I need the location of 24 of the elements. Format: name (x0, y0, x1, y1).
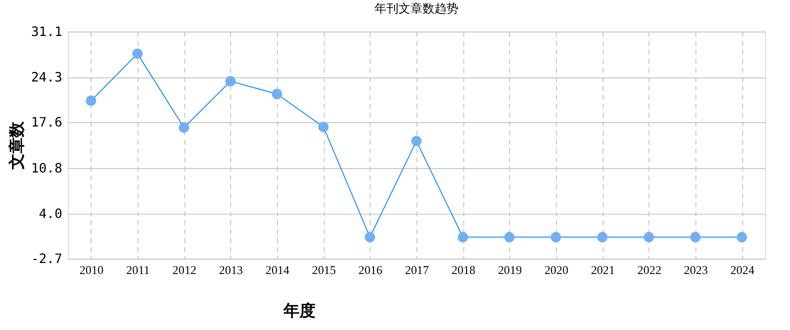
x-tick-label: 2011 (126, 263, 150, 278)
x-tick-label: 2013 (219, 263, 243, 278)
x-tick-label: 2024 (730, 263, 754, 278)
y-tick-label: 17.6 (31, 116, 62, 131)
y-tick-label: 4.0 (38, 207, 62, 222)
chart-title: 年刊文章数趋势 (374, 2, 458, 16)
y-tick-label: 31.1 (31, 24, 62, 40)
x-tick-label: 2017 (404, 263, 429, 278)
x-tick-label: 2015 (312, 263, 336, 278)
y-tick-label: 10.8 (31, 161, 62, 176)
y-tick-label: 24.3 (31, 70, 62, 86)
x-tick-label: 2020 (544, 263, 568, 278)
x-tick-label: 2018 (451, 263, 476, 278)
x-tick-label: 2016 (358, 263, 382, 278)
y-tick-label: -2.7 (31, 252, 62, 268)
x-tick-label: 2022 (637, 263, 662, 278)
y-axis-title: 文章数 (7, 120, 26, 171)
x-tick-label: 2014 (266, 263, 290, 278)
x-tick-label: 2012 (172, 263, 196, 278)
x-tick-label: 2010 (80, 263, 104, 278)
x-tick-label: 2023 (684, 263, 708, 278)
x-axis-title: 年度 (282, 300, 316, 320)
x-tick-label: 2019 (498, 263, 522, 278)
x-tick-label: 2021 (590, 263, 615, 278)
